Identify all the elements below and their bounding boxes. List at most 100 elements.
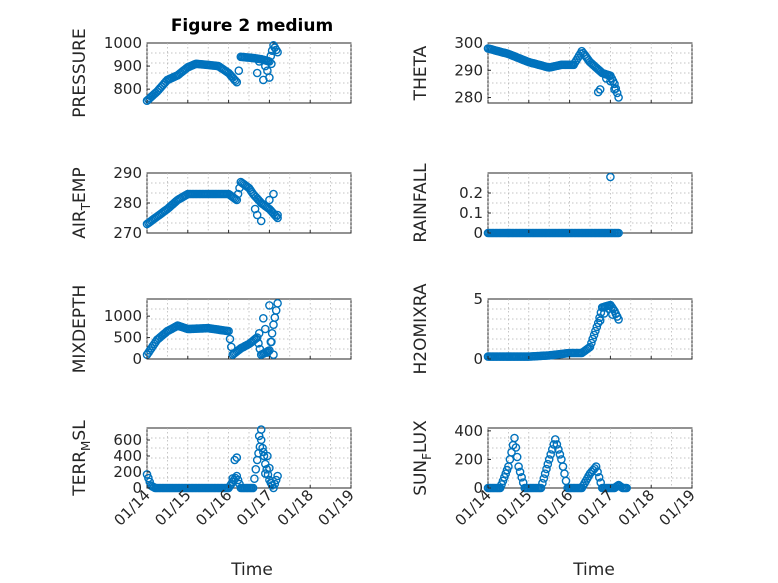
x-tick-label: 01/15: [492, 486, 535, 529]
data-point: [594, 472, 604, 482]
panel-air_temp: 270 280 290 AIRTEMP: [70, 164, 352, 242]
data-point: [273, 47, 282, 57]
data-point: [608, 304, 618, 314]
data-point: [265, 73, 274, 82]
data-point: [265, 301, 274, 310]
y-axis-label: TERRMSL: [70, 420, 93, 497]
y-tick-label: 280: [113, 194, 142, 212]
data-point: [591, 462, 601, 471]
data-point: [593, 467, 602, 477]
y-tick-label: 400: [113, 447, 142, 465]
data-point: [610, 85, 619, 94]
data-point: [543, 459, 553, 469]
y-axis-label: RAINFALL: [411, 163, 431, 243]
data-point: [544, 455, 554, 464]
x-tick-label: 01/18: [274, 486, 317, 529]
x-axis-label-left: Time: [230, 560, 273, 580]
x-tick-label: 01/17: [574, 486, 617, 529]
subplot-grid: 800 900 1000 PRESSURE 280 290 300 THETA 270 280 29…: [70, 28, 699, 529]
y-axis-label: H2OMIXRA: [411, 283, 431, 374]
data-point: [232, 195, 242, 205]
data-point: [267, 328, 277, 338]
panel-pressure: 800 900 1000 PRESSURE: [70, 28, 352, 118]
data-point: [273, 213, 282, 223]
data-point: [585, 342, 595, 352]
data-point: [591, 326, 600, 336]
data-point: [233, 475, 243, 485]
data-point: [265, 463, 274, 473]
panel-sun_flux: 020040001/1401/1501/1601/1701/1801/19SUN…: [411, 420, 699, 530]
data-point: [256, 216, 266, 226]
y-tick-label: 1000: [104, 307, 142, 325]
y-tick-label: 0: [473, 224, 483, 242]
panel-mixdepth: 0 500 1000 MIXDEPTH: [70, 285, 352, 373]
x-tick-label: 01/17: [233, 486, 276, 529]
y-tick-label: 800: [113, 80, 142, 98]
data-point: [273, 471, 282, 481]
panel-terr_msl: 020040060001/1401/1501/1601/1701/1801/19…: [70, 420, 358, 530]
data-point: [145, 477, 154, 487]
y-tick-label: 200: [454, 450, 483, 468]
data-point: [260, 469, 270, 478]
y-axis-label: AIRTEMP: [70, 167, 93, 238]
data-point: [542, 464, 551, 474]
data-point: [250, 474, 259, 484]
y-tick-label: 1000: [104, 34, 142, 52]
data-point: [589, 330, 599, 340]
y-tick-label: 280: [454, 89, 483, 107]
data-point: [622, 483, 632, 493]
data-point: [555, 450, 565, 459]
data-point: [256, 435, 266, 445]
data-point: [251, 464, 261, 474]
data-point: [228, 474, 237, 483]
data-point: [606, 172, 615, 182]
data-point: [588, 334, 598, 344]
data-point: [273, 298, 282, 308]
data-point: [254, 57, 264, 66]
y-tick-label: 900: [113, 57, 142, 75]
data-point: [231, 76, 240, 85]
data-point: [258, 313, 268, 323]
x-tick-label: 01/19: [315, 486, 358, 529]
data-point: [604, 304, 613, 313]
data-point: [593, 87, 603, 97]
data-point: [271, 212, 281, 221]
data-point: [269, 350, 278, 360]
data-point: [270, 479, 280, 489]
plot-area: [487, 42, 693, 104]
data-point: [536, 483, 546, 493]
data-point: [234, 66, 244, 75]
data-point: [263, 451, 272, 461]
data-point: [254, 338, 263, 348]
data-point: [515, 467, 525, 477]
data-point: [260, 324, 270, 334]
y-tick-label: 400: [454, 422, 483, 440]
data-point: [606, 76, 615, 86]
data-point: [549, 440, 559, 449]
y-tick-label: 0: [473, 350, 483, 368]
data-point: [225, 334, 235, 344]
figure-title: Figure 2 medium: [171, 16, 333, 36]
data-point: [538, 478, 547, 488]
data-point: [267, 478, 276, 488]
y-axis-label: SUNFLUX: [411, 420, 434, 496]
data-point: [539, 474, 549, 483]
data-point: [514, 462, 523, 471]
data-point: [595, 316, 605, 325]
data-point: [267, 59, 276, 69]
y-axis-label: THETA: [411, 45, 431, 101]
y-tick-label: 5: [473, 290, 483, 308]
data-point: [252, 333, 262, 342]
data-point: [224, 326, 233, 336]
data-point: [608, 310, 617, 319]
data-point: [587, 338, 596, 348]
data-point: [254, 328, 264, 338]
data-point: [614, 315, 623, 324]
data-point: [232, 77, 242, 87]
data-point: [258, 443, 267, 453]
data-point: [144, 473, 153, 483]
data-point: [142, 470, 152, 479]
data-point: [552, 440, 562, 449]
data-point: [250, 204, 260, 214]
